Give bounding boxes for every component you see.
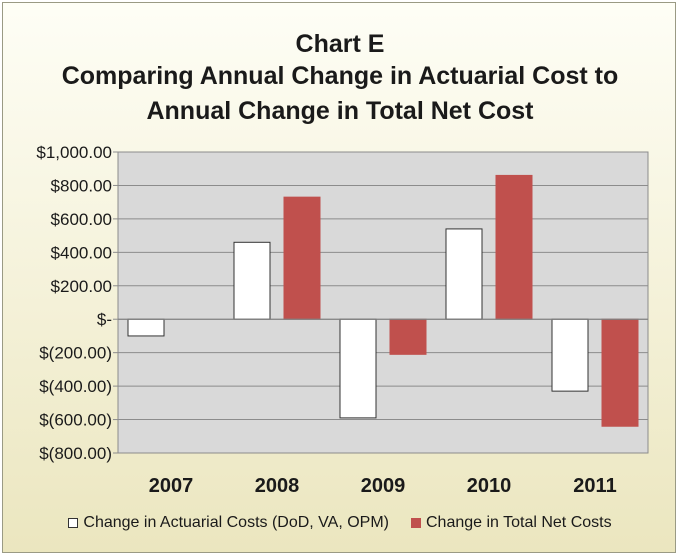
bar-actuarial-2009 xyxy=(339,318,377,419)
bar-actuarial-2010 xyxy=(445,228,483,320)
chart-title-line-1: Chart E xyxy=(295,30,385,58)
legend-label-actuarial: Change in Actuarial Costs (DoD, VA, OPM) xyxy=(83,514,389,531)
y-tick-label: $(400.00) xyxy=(39,377,112,396)
y-tick-label: $600.00 xyxy=(51,210,112,229)
y-tick-label: $1,000.00 xyxy=(36,143,112,162)
y-tick-label: $- xyxy=(97,310,112,329)
bar-actuarial-2011 xyxy=(551,318,589,392)
bar-net-costs-2010 xyxy=(495,174,533,320)
y-tick-label: $(600.00) xyxy=(39,411,112,430)
legend-item-net-costs: Change in Total Net Costs xyxy=(411,514,612,532)
bar-actuarial-2007 xyxy=(127,318,165,337)
chart-legend: Change in Actuarial Costs (DoD, VA, OPM)… xyxy=(0,514,680,532)
plot-area xyxy=(117,151,649,454)
x-tick-label: 2009 xyxy=(361,475,406,497)
bar-net-costs-2009 xyxy=(389,318,427,355)
y-tick-label: $800.00 xyxy=(51,176,112,195)
bar-net-costs-2008 xyxy=(283,196,321,320)
y-tick-label: $400.00 xyxy=(51,243,112,262)
bar-actuarial-2008 xyxy=(233,241,271,320)
legend-swatch-net-costs xyxy=(411,518,421,528)
x-tick-label: 2007 xyxy=(149,475,194,497)
chart-title-line-2: Comparing Annual Change in Actuarial Cos… xyxy=(61,62,619,90)
x-tick-label: 2011 xyxy=(573,475,616,497)
y-tick-label: $200.00 xyxy=(51,277,112,296)
y-tick-label: $(200.00) xyxy=(39,344,112,363)
bar-net-costs-2011 xyxy=(601,318,639,427)
legend-item-actuarial: Change in Actuarial Costs (DoD, VA, OPM) xyxy=(68,514,389,532)
x-tick-label: 2008 xyxy=(255,475,300,497)
legend-swatch-actuarial xyxy=(68,518,79,528)
x-tick-label: 2010 xyxy=(467,475,512,497)
y-tick-label: $(800.00) xyxy=(39,444,112,463)
legend-label-net-costs: Change in Total Net Costs xyxy=(426,514,612,531)
chart-title-line-3: Annual Change in Total Net Cost xyxy=(146,97,534,125)
